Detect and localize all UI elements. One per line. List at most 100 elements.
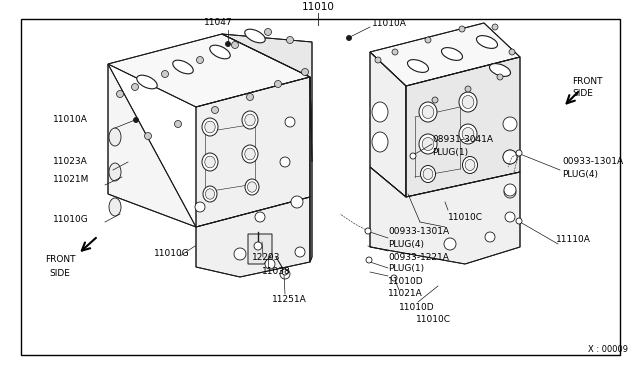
Ellipse shape xyxy=(462,128,474,141)
Text: 12293: 12293 xyxy=(252,253,280,263)
Circle shape xyxy=(275,80,282,87)
Circle shape xyxy=(503,117,517,131)
Text: FRONT: FRONT xyxy=(572,77,602,87)
Ellipse shape xyxy=(205,156,215,168)
Circle shape xyxy=(375,57,381,63)
Ellipse shape xyxy=(248,182,257,192)
Circle shape xyxy=(255,212,265,222)
Ellipse shape xyxy=(422,106,434,119)
Polygon shape xyxy=(222,34,312,162)
Text: 11010D: 11010D xyxy=(399,302,435,311)
Circle shape xyxy=(265,259,275,269)
Circle shape xyxy=(366,257,372,263)
Circle shape xyxy=(444,238,456,250)
Circle shape xyxy=(195,202,205,212)
Circle shape xyxy=(504,186,516,198)
Circle shape xyxy=(280,269,290,279)
Circle shape xyxy=(516,150,522,156)
Text: SIDE: SIDE xyxy=(572,90,593,99)
Ellipse shape xyxy=(244,114,255,126)
Circle shape xyxy=(505,212,515,222)
Circle shape xyxy=(196,57,204,64)
Text: 11010: 11010 xyxy=(301,2,335,12)
Ellipse shape xyxy=(462,96,474,109)
Circle shape xyxy=(392,49,398,55)
Ellipse shape xyxy=(205,121,215,133)
Text: 11010C: 11010C xyxy=(448,212,483,221)
Ellipse shape xyxy=(463,157,477,173)
Circle shape xyxy=(301,68,308,76)
Ellipse shape xyxy=(465,160,475,170)
Polygon shape xyxy=(370,23,520,86)
Circle shape xyxy=(295,247,305,257)
Circle shape xyxy=(492,24,498,30)
Ellipse shape xyxy=(419,102,437,122)
Circle shape xyxy=(497,74,503,80)
Ellipse shape xyxy=(422,138,434,151)
Ellipse shape xyxy=(109,198,121,216)
Circle shape xyxy=(459,26,465,32)
Text: 11251A: 11251A xyxy=(272,295,307,305)
Circle shape xyxy=(232,42,239,48)
Ellipse shape xyxy=(244,148,255,160)
Circle shape xyxy=(211,106,218,113)
Text: 11021A: 11021A xyxy=(388,289,423,298)
Circle shape xyxy=(161,71,168,77)
Ellipse shape xyxy=(109,128,121,146)
Text: 11010A: 11010A xyxy=(372,19,407,29)
Ellipse shape xyxy=(423,169,433,180)
Text: 00933-1301A: 00933-1301A xyxy=(562,157,623,167)
Text: 11110A: 11110A xyxy=(556,235,591,244)
Polygon shape xyxy=(108,34,310,107)
Circle shape xyxy=(116,90,124,97)
Ellipse shape xyxy=(137,75,157,89)
Ellipse shape xyxy=(202,118,218,136)
Ellipse shape xyxy=(244,29,265,43)
Ellipse shape xyxy=(242,145,258,163)
Ellipse shape xyxy=(490,64,511,76)
Circle shape xyxy=(254,242,262,250)
Ellipse shape xyxy=(205,189,214,199)
Text: 11023A: 11023A xyxy=(53,157,88,167)
Text: PLUG(1): PLUG(1) xyxy=(432,148,468,157)
Ellipse shape xyxy=(202,153,218,171)
Polygon shape xyxy=(370,167,520,264)
Circle shape xyxy=(131,83,138,90)
Circle shape xyxy=(282,269,288,275)
Polygon shape xyxy=(310,77,312,262)
Ellipse shape xyxy=(210,45,230,59)
Text: 08931-3041A: 08931-3041A xyxy=(432,135,493,144)
Circle shape xyxy=(503,150,517,164)
Circle shape xyxy=(134,118,138,122)
Circle shape xyxy=(264,29,271,35)
Text: PLUG(4): PLUG(4) xyxy=(388,240,424,248)
Text: 11010D: 11010D xyxy=(388,276,424,285)
Ellipse shape xyxy=(477,36,497,48)
Ellipse shape xyxy=(459,92,477,112)
Ellipse shape xyxy=(372,102,388,122)
Ellipse shape xyxy=(408,60,429,73)
Text: 11010C: 11010C xyxy=(416,314,451,324)
Text: SIDE: SIDE xyxy=(49,269,70,279)
Text: 11010A: 11010A xyxy=(53,115,88,125)
Ellipse shape xyxy=(109,163,121,181)
Ellipse shape xyxy=(203,186,217,202)
Polygon shape xyxy=(196,197,310,277)
Ellipse shape xyxy=(242,111,258,129)
Circle shape xyxy=(516,218,522,224)
Polygon shape xyxy=(108,64,196,227)
Ellipse shape xyxy=(372,132,388,152)
Text: X : 00009: X : 00009 xyxy=(588,345,628,354)
Ellipse shape xyxy=(420,166,435,183)
Circle shape xyxy=(425,37,431,43)
Polygon shape xyxy=(248,234,272,264)
Circle shape xyxy=(234,248,246,260)
Circle shape xyxy=(287,36,294,44)
Text: 11038: 11038 xyxy=(262,267,291,276)
Circle shape xyxy=(175,121,182,128)
Circle shape xyxy=(485,232,495,242)
Text: PLUG(1): PLUG(1) xyxy=(388,264,424,273)
Text: PLUG(4): PLUG(4) xyxy=(562,170,598,179)
Circle shape xyxy=(225,42,230,46)
Circle shape xyxy=(504,184,516,196)
